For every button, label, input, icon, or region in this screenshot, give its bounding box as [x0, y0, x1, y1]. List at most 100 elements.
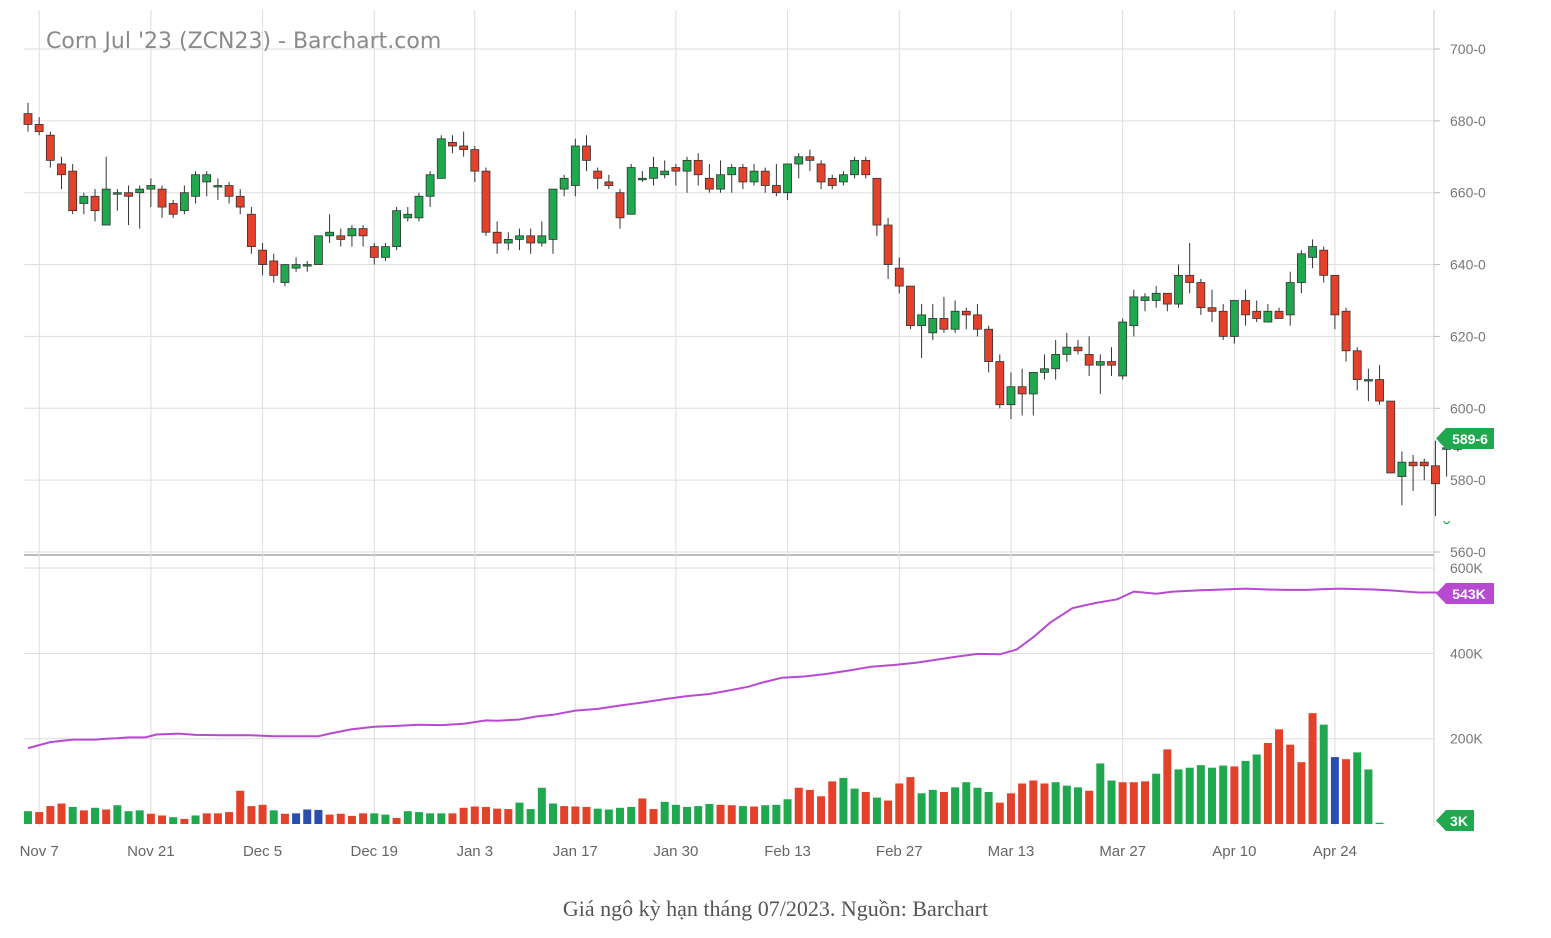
candle: [1263, 304, 1273, 323]
candle: [626, 163, 636, 215]
volume-bar: [1107, 780, 1116, 824]
volume-bar: [135, 810, 144, 824]
candle: [515, 228, 524, 251]
candle-body: [515, 235, 524, 240]
volume-bar: [616, 807, 625, 824]
candle: [760, 167, 770, 193]
candle-body: [202, 174, 212, 183]
candle-body: [928, 318, 938, 334]
candle: [906, 285, 915, 330]
volume-bar: [1297, 762, 1306, 824]
candle-body: [213, 185, 223, 188]
candle-body: [526, 235, 536, 244]
candle: [269, 253, 279, 283]
candle-body: [146, 185, 156, 190]
volume-bar: [325, 814, 334, 824]
candle-body: [1207, 307, 1217, 312]
candle: [637, 171, 647, 182]
volume-bar: [202, 813, 211, 824]
volume-bar: [750, 806, 759, 824]
volume-bar: [515, 802, 524, 824]
date-tick-label: Feb 27: [876, 843, 923, 860]
volume-bar: [1141, 781, 1149, 824]
volume-bar: [459, 807, 468, 824]
candlestick-series: [23, 102, 1474, 525]
candle-body: [448, 141, 457, 147]
candle-body: [872, 177, 882, 226]
candle: [381, 243, 390, 261]
candle-body: [1308, 246, 1317, 258]
candle: [492, 221, 502, 254]
candle-body: [1431, 465, 1440, 485]
candle: [325, 214, 334, 244]
candle: [1084, 336, 1094, 376]
candle-body: [1084, 353, 1094, 366]
candle: [682, 156, 692, 193]
candle: [716, 160, 725, 193]
candle-body: [336, 235, 346, 240]
volume-bar: [1163, 749, 1172, 824]
candle-body: [246, 213, 256, 247]
candle-body: [961, 310, 971, 316]
open-interest-line: [27, 587, 1467, 750]
candle: [984, 325, 994, 373]
candle: [157, 185, 167, 218]
candle-body: [917, 314, 926, 327]
volume-bar: [861, 792, 870, 824]
candle: [1431, 440, 1440, 517]
volume-bar: [951, 787, 960, 824]
candle: [291, 257, 301, 272]
volume-bar: [191, 815, 200, 824]
candle: [1229, 300, 1239, 344]
candle-body: [671, 167, 681, 172]
candle-body: [861, 159, 871, 176]
candle: [771, 163, 781, 197]
candle-body: [1028, 371, 1038, 395]
candle: [794, 153, 804, 179]
candle-body: [537, 235, 547, 244]
volume-bar: [213, 813, 222, 824]
volume-bar: [738, 806, 747, 824]
candle: [503, 232, 513, 251]
candle: [68, 163, 78, 215]
volume-bar: [24, 811, 32, 824]
candle-body: [1386, 400, 1396, 474]
volume-bar: [180, 818, 189, 824]
volume-badge: 3K: [1436, 810, 1474, 831]
candle: [45, 131, 55, 168]
candle-body: [783, 163, 792, 194]
volume-bar: [1319, 724, 1328, 824]
candle: [1296, 250, 1306, 294]
candle-body: [894, 267, 904, 287]
candle-body: [984, 328, 994, 362]
candle: [559, 174, 569, 197]
candle: [593, 167, 603, 190]
candle: [839, 171, 848, 186]
candle: [1308, 239, 1317, 269]
candle: [1341, 307, 1351, 362]
candle: [403, 207, 413, 222]
volume-bar: [403, 811, 412, 824]
candle: [213, 178, 223, 200]
volume-bar: [370, 813, 379, 824]
candle: [805, 149, 815, 172]
volume-bar: [1062, 785, 1071, 824]
candle: [34, 117, 44, 136]
volume-bar: [839, 777, 848, 824]
candle-body: [559, 177, 569, 190]
candle-body: [1162, 292, 1172, 305]
volume-bar: [593, 808, 602, 824]
candle-body: [749, 170, 759, 183]
volume-bar: [1118, 782, 1127, 824]
candle-body: [604, 181, 614, 186]
candle-body: [79, 195, 89, 204]
volume-bar: [1286, 744, 1295, 824]
candle-body: [1408, 461, 1418, 467]
candle-body: [906, 285, 915, 327]
candle: [928, 304, 938, 341]
volume-bar: [995, 802, 1004, 824]
volume-bar: [504, 809, 513, 824]
volume-bar: [1330, 757, 1339, 824]
candle-body: [1252, 310, 1262, 319]
candle: [827, 174, 837, 190]
